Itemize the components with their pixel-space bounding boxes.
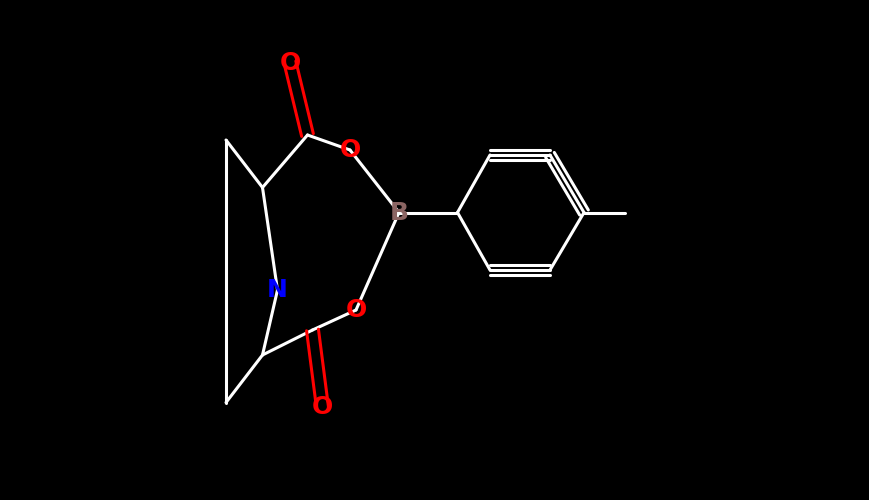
- Text: O: O: [345, 298, 366, 322]
- Text: O: O: [279, 50, 301, 74]
- Text: O: O: [311, 396, 333, 419]
- Text: N: N: [267, 278, 288, 302]
- Text: O: O: [339, 138, 361, 162]
- Text: B: B: [389, 200, 408, 224]
